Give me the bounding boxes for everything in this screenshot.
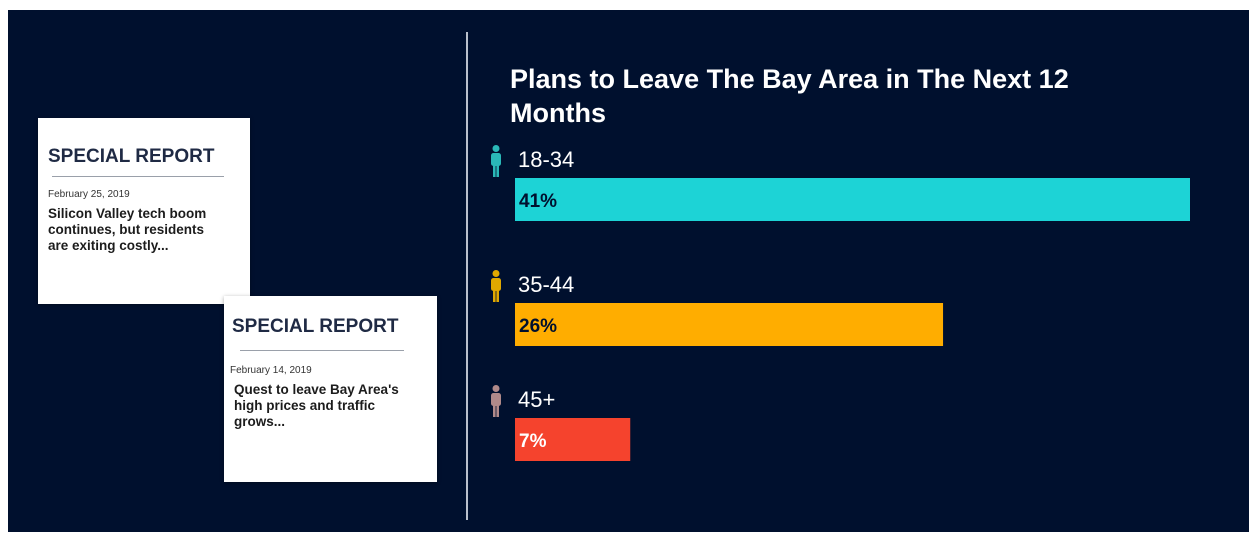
category-label-35-44: 35-44 bbox=[518, 272, 574, 297]
card-1-divider bbox=[52, 176, 224, 177]
person-gold-icon bbox=[491, 270, 501, 302]
value-label-45+: 7% bbox=[519, 431, 547, 452]
person-mauve-icon bbox=[491, 385, 501, 417]
card-2-headline: Quest to leave Bay Area's high prices an… bbox=[234, 382, 399, 429]
card-2-heading: SPECIAL REPORT bbox=[232, 316, 399, 337]
vertical-divider bbox=[466, 32, 468, 520]
card-1-headline: Silicon Valley tech boom continues, but … bbox=[48, 206, 207, 253]
category-label-18-34: 18-34 bbox=[518, 147, 574, 172]
value-label-18-34: 41% bbox=[519, 191, 557, 212]
card-1-heading: SPECIAL REPORT bbox=[48, 146, 215, 167]
person-teal-icon bbox=[491, 145, 501, 177]
chart-title: Plans to Leave The Bay Area in The Next … bbox=[510, 64, 1069, 128]
bar-45+ bbox=[515, 418, 631, 461]
special-report-card-2: SPECIAL REPORT February 14, 2019 Quest t… bbox=[224, 296, 437, 482]
infographic-panel: SPECIAL REPORT February 25, 2019 Silicon… bbox=[8, 10, 1249, 532]
card-1-date: February 25, 2019 bbox=[48, 189, 130, 200]
card-2-date: February 14, 2019 bbox=[230, 365, 312, 376]
card-2-divider bbox=[240, 350, 404, 351]
bar-35-44 bbox=[515, 303, 944, 346]
bar-chart: 18-34 41% 35-44 26% 45+ 7% bbox=[491, 145, 1190, 461]
bar-18-34 bbox=[515, 178, 1190, 221]
special-report-card-1: SPECIAL REPORT February 25, 2019 Silicon… bbox=[38, 118, 250, 304]
category-label-45+: 45+ bbox=[518, 387, 555, 412]
value-label-35-44: 26% bbox=[519, 316, 557, 337]
